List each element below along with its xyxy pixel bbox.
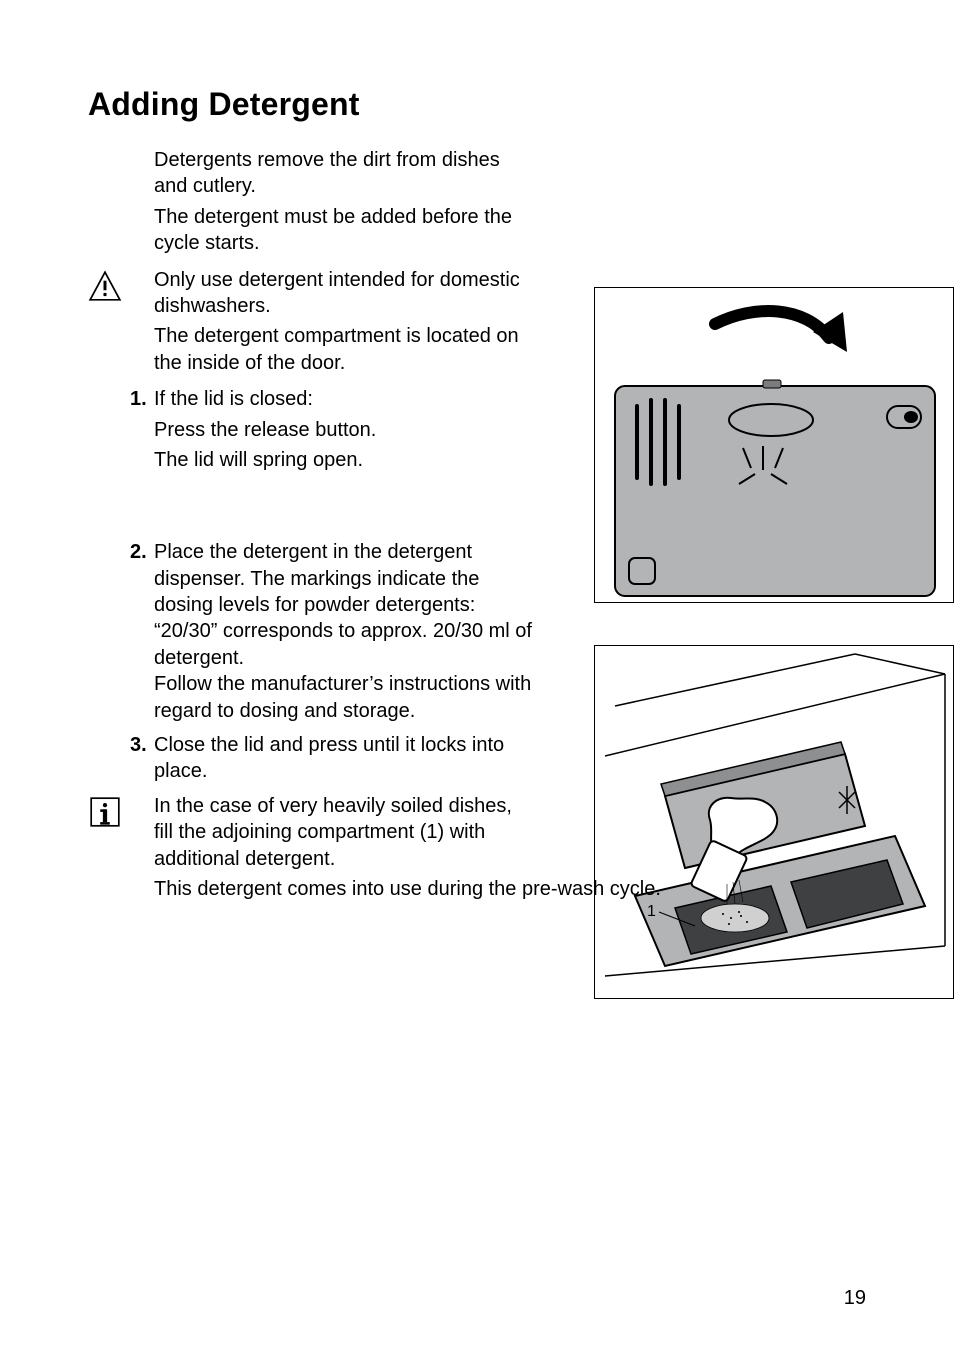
step-1-line-b: Press the release button.: [154, 417, 534, 443]
step-3-number: 3: [130, 732, 147, 758]
spacer: [154, 481, 534, 539]
page-number: 19: [844, 1287, 866, 1310]
figure-dispenser-open: 1: [594, 645, 954, 999]
step-2-text: Place the detergent in the detergent dis…: [154, 539, 534, 724]
page: Adding Detergent: [0, 0, 954, 1352]
intro-p2: The detergent must be added before the c…: [154, 204, 534, 257]
intro-p1: Detergents remove the dirt from dishes a…: [154, 147, 534, 200]
dispenser-open-illustration: 1: [595, 646, 954, 1000]
info-p1: In the case of very heavily soiled dishe…: [154, 793, 534, 872]
step-1-line-a: If the lid is closed:: [154, 386, 534, 412]
steps-list: 1 If the lid is closed: Press the releas…: [154, 386, 534, 785]
warning-icon: [88, 269, 122, 303]
info-block: In the case of very heavily soiled dishe…: [154, 793, 534, 903]
page-title: Adding Detergent: [88, 86, 866, 123]
step-3-text: Close the lid and press until it locks i…: [154, 732, 534, 785]
content-column: 1 Detergents remove the dirt from dishes…: [88, 147, 866, 902]
step-3: 3 Close the lid and press until it locks…: [154, 732, 534, 785]
step-1-line-c: The lid will spring open.: [154, 447, 534, 473]
warning-block: Only use detergent intended for do­mesti…: [154, 267, 534, 377]
intro-block: Detergents remove the dirt from dishes a…: [154, 147, 534, 257]
step-1: 1 If the lid is closed: Press the releas…: [154, 386, 534, 473]
step-2-number: 2: [130, 539, 147, 565]
callout-1-label: 1: [647, 903, 656, 920]
step-1-number: 1: [130, 386, 147, 412]
step-2: 2 Place the detergent in the detergent d…: [154, 539, 534, 724]
dispenser-closed-illustration: [595, 288, 954, 604]
info-p2: This detergent comes into use during the…: [154, 876, 794, 902]
warning-p2: The detergent compartment is lo­cated on…: [154, 323, 534, 376]
figure-dispenser-closed: [594, 287, 954, 603]
text-column: Detergents remove the dirt from dishes a…: [154, 147, 534, 902]
info-icon: [88, 795, 122, 829]
warning-p1: Only use detergent intended for do­mesti…: [154, 267, 534, 320]
